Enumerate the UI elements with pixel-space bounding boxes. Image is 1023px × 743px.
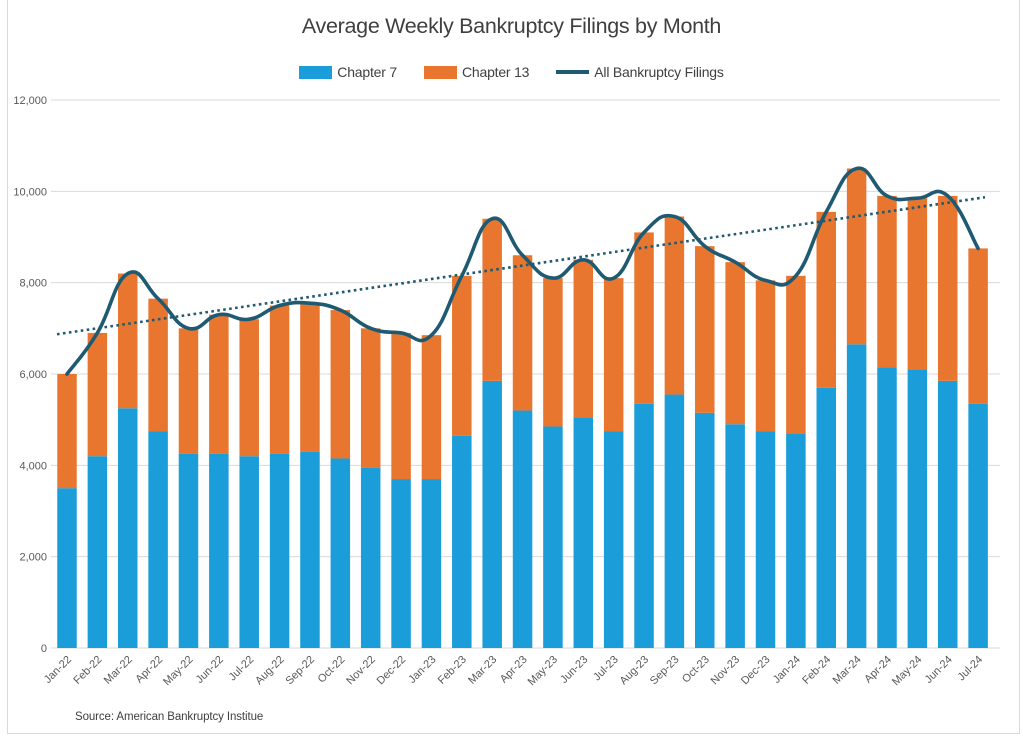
svg-text:May-23: May-23 — [526, 654, 560, 688]
legend-label-all-filings: All Bankruptcy Filings — [594, 64, 724, 80]
legend-item-all-filings: All Bankruptcy Filings — [556, 64, 724, 80]
trendline-dotted — [56, 195, 986, 336]
svg-text:Dec-22: Dec-22 — [375, 654, 409, 688]
legend-item-chapter7: Chapter 7 — [299, 64, 397, 80]
svg-text:6,000: 6,000 — [19, 369, 47, 381]
svg-text:Jun-23: Jun-23 — [558, 654, 590, 686]
svg-text:4,000: 4,000 — [19, 460, 47, 472]
svg-text:Mar-23: Mar-23 — [466, 654, 499, 687]
svg-text:Nov-23: Nov-23 — [709, 654, 743, 688]
svg-text:Jan-22: Jan-22 — [42, 654, 74, 686]
bars-chapter7 — [57, 344, 988, 648]
chapter13-swatch-icon — [423, 65, 457, 79]
chart-title: Average Weekly Bankruptcy Filings by Mon… — [301, 14, 722, 38]
y-axis-labels: 0 2,000 4,000 6,000 8,000 10,000 12,000 — [13, 95, 47, 655]
svg-text:10,000: 10,000 — [13, 186, 47, 198]
svg-text:Mar-24: Mar-24 — [831, 654, 864, 687]
legend-label-chapter13: Chapter 13 — [461, 64, 530, 80]
chart-legend: Chapter 7 Chapter 13 All Bankruptcy Fili… — [0, 64, 1023, 80]
svg-text:Jun-22: Jun-22 — [194, 654, 226, 686]
legend-label-chapter7: Chapter 7 — [337, 64, 397, 80]
svg-text:Jan-23: Jan-23 — [406, 654, 438, 686]
legend-item-chapter13: Chapter 13 — [423, 64, 530, 80]
svg-text:May-24: May-24 — [890, 654, 924, 688]
svg-text:0: 0 — [41, 643, 47, 655]
svg-text:Oct-22: Oct-22 — [316, 654, 348, 686]
svg-text:Aug-22: Aug-22 — [253, 654, 287, 688]
line-all-bankruptcy-filings — [65, 166, 980, 376]
svg-text:8,000: 8,000 — [19, 278, 47, 290]
svg-text:Nov-22: Nov-22 — [344, 654, 378, 688]
svg-text:Jun-24: Jun-24 — [923, 654, 955, 686]
svg-text:Jul-24: Jul-24 — [956, 654, 986, 684]
svg-text:Jan-24: Jan-24 — [771, 654, 803, 686]
svg-text:Dec-23: Dec-23 — [739, 654, 773, 688]
all-filings-line-swatch-icon — [556, 70, 590, 74]
svg-text:Apr-24: Apr-24 — [862, 654, 894, 686]
svg-text:Aug-23: Aug-23 — [618, 654, 652, 688]
bars-chapter13 — [57, 168, 988, 489]
svg-text:Feb-22: Feb-22 — [71, 654, 104, 687]
source-note: Source: American Bankruptcy Institue — [75, 711, 264, 723]
svg-text:Sep-22: Sep-22 — [284, 654, 318, 688]
svg-text:May-22: May-22 — [161, 654, 195, 688]
svg-text:Feb-23: Feb-23 — [436, 654, 469, 687]
svg-text:Apr-23: Apr-23 — [498, 654, 530, 686]
chapter7-swatch-icon — [299, 65, 333, 79]
svg-text:Sep-23: Sep-23 — [648, 654, 682, 688]
svg-text:Mar-22: Mar-22 — [102, 654, 135, 687]
svg-text:Apr-22: Apr-22 — [133, 654, 165, 686]
svg-text:Feb-24: Feb-24 — [800, 654, 833, 687]
svg-text:2,000: 2,000 — [19, 552, 47, 564]
svg-text:Oct-23: Oct-23 — [680, 654, 712, 686]
svg-text:12,000: 12,000 — [13, 95, 47, 107]
